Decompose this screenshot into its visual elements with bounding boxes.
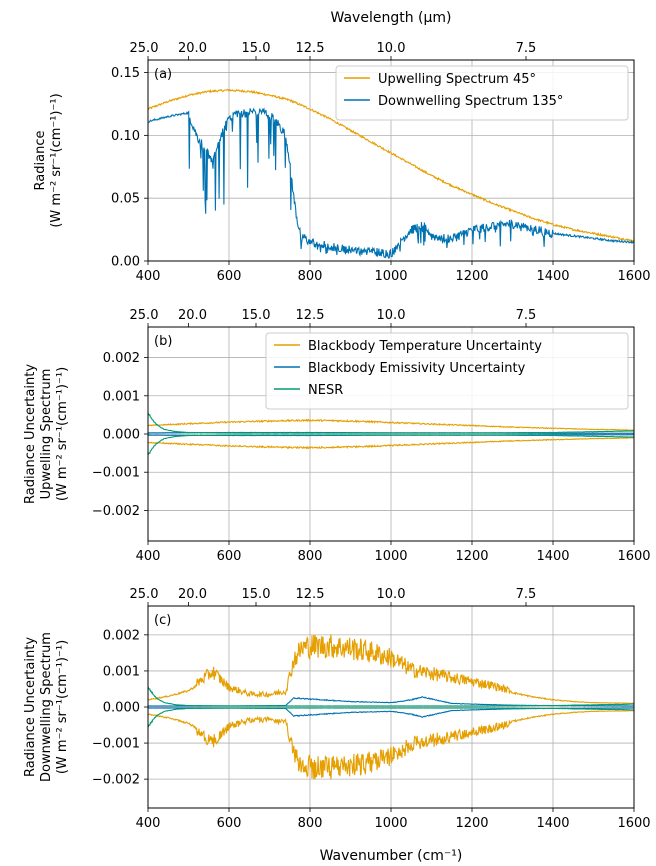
y-tick-label: 0.001 [103, 389, 140, 404]
x-tick-label: 1000 [374, 816, 407, 831]
y-tick-label: −0.002 [92, 773, 140, 788]
legend-entry: Upwelling Spectrum 45° [378, 72, 536, 87]
panel-3: 400 600 800 1000 1200 1400 1600 −0.002 −0.001 0.0… [23, 587, 651, 831]
panel-label: (c) [154, 613, 171, 628]
y-axis-label: Downwelling Spectrum [39, 632, 54, 782]
top-tick-label: 12.5 [296, 308, 325, 323]
y-axis-label: Upwelling Spectrum [39, 369, 54, 500]
top-tick-label: 15.0 [242, 587, 271, 602]
x-tick-label: 1600 [617, 549, 650, 564]
top-tick-label: 25.0 [130, 587, 159, 602]
y-axis-label: (W m⁻² sr⁻¹(cm⁻¹)⁻¹) [55, 367, 70, 501]
x-tick-label: 1200 [455, 269, 488, 284]
top-tick-label: 10.0 [377, 308, 406, 323]
panel-2: 400 600 800 1000 1200 1400 1600 −0.002 −0.001 0.0… [23, 308, 651, 564]
top-tick-label: 15.0 [242, 41, 271, 56]
series-line-negative [148, 707, 634, 728]
y-axis-label: Radiance Uncertainty [23, 637, 38, 777]
traces [148, 412, 634, 456]
x-tick-label: 600 [217, 269, 242, 284]
y-tick-label: 0.002 [103, 628, 140, 643]
y-tick-label: 0.000 [103, 428, 140, 443]
series-line [148, 412, 634, 434]
y-tick-label: 0.00 [111, 255, 140, 270]
x-tick-label: 1400 [536, 549, 569, 564]
y-tick-label: 0.05 [111, 192, 140, 207]
legend-box [335, 65, 629, 121]
y-tick-label: −0.001 [92, 466, 140, 481]
top-tick-label: 20.0 [178, 587, 207, 602]
panel-1: 400 600 800 1000 1200 1400 1600 0.00 0.05 0.10 0.1… [33, 41, 651, 284]
y-tick-label: −0.001 [92, 737, 140, 752]
x-tick-label: 1000 [374, 269, 407, 284]
x-tick-label: 1400 [536, 269, 569, 284]
x-tick-label: 1000 [374, 549, 407, 564]
y-axis-label: Radiance Uncertainty [23, 364, 38, 504]
x-tick-label: 400 [136, 549, 161, 564]
top-axis-title: Wavelength (μm) [331, 10, 452, 26]
top-tick-label: 10.0 [377, 587, 406, 602]
y-axis-label: Radiance [33, 131, 48, 191]
series-line [148, 418, 634, 431]
y-tick-label: 0.15 [111, 66, 140, 81]
y-tick-label: −0.002 [92, 504, 140, 519]
y-tick-label: 0.001 [103, 664, 140, 679]
top-tick-label: 10.0 [377, 41, 406, 56]
series-line [148, 107, 634, 259]
series-line-negative [148, 437, 634, 450]
series-line [148, 634, 634, 705]
plot-frame [147, 326, 635, 542]
top-tick-label: 7.5 [516, 41, 537, 56]
top-tick-label: 12.5 [296, 587, 325, 602]
panel-label: (a) [154, 67, 172, 82]
y-axis-label: (W m⁻² sr⁻¹(cm⁻¹)⁻¹) [55, 640, 70, 774]
y-axis-label: (W m⁻² sr⁻¹(cm⁻¹)⁻¹) [49, 93, 64, 227]
legend-entry: NESR [308, 383, 343, 398]
y-tick-label: 0.10 [111, 129, 140, 144]
series-line-negative [148, 434, 634, 456]
x-tick-label: 400 [136, 816, 161, 831]
legend-entry: Blackbody Temperature Uncertainty [308, 339, 542, 354]
top-tick-label: 15.0 [242, 308, 271, 323]
x-tick-label: 800 [298, 269, 323, 284]
plot-frame [147, 605, 635, 809]
x-tick-label: 400 [136, 269, 161, 284]
legend-entry: Downwelling Spectrum 135° [378, 94, 563, 109]
top-tick-label: 20.0 [178, 308, 207, 323]
x-tick-label: 1200 [455, 549, 488, 564]
top-tick-label: 25.0 [130, 308, 159, 323]
top-tick-label: 7.5 [516, 308, 537, 323]
series-line-negative [148, 709, 634, 780]
top-tick-label: 7.5 [516, 587, 537, 602]
x-tick-label: 800 [298, 549, 323, 564]
top-tick-label: 12.5 [296, 41, 325, 56]
x-tick-label: 1600 [617, 816, 650, 831]
series-line [148, 686, 634, 707]
legend-box [265, 332, 629, 410]
panel-label: (b) [154, 334, 172, 349]
x-tick-label: 1200 [455, 816, 488, 831]
series-line [148, 88, 634, 243]
y-tick-label: 0.000 [103, 701, 140, 716]
traces [148, 88, 634, 259]
plot-frame [147, 59, 635, 262]
x-tick-label: 600 [217, 549, 242, 564]
y-tick-label: 0.002 [103, 351, 140, 366]
x-axis-label: Wavenumber (cm⁻¹) [320, 848, 463, 864]
x-tick-label: 600 [217, 816, 242, 831]
x-tick-label: 1400 [536, 816, 569, 831]
legend-entry: Blackbody Emissivity Uncertainty [308, 361, 526, 376]
top-tick-label: 25.0 [130, 41, 159, 56]
x-tick-label: 800 [298, 816, 323, 831]
traces [148, 634, 634, 780]
x-tick-label: 1600 [617, 269, 650, 284]
top-tick-label: 20.0 [178, 41, 207, 56]
